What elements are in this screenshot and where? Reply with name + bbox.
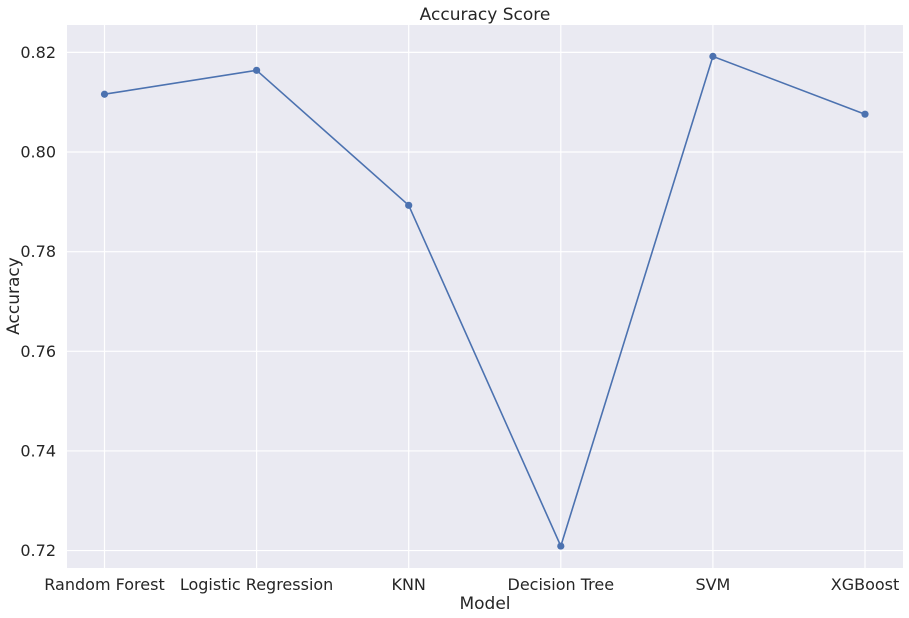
y-tick-label: 0.78: [20, 242, 56, 261]
data-point: [100, 90, 109, 98]
data-point: [557, 542, 565, 550]
y-axis-title: Accuracy: [4, 257, 24, 335]
data-point: [253, 66, 261, 74]
data-point: [709, 52, 717, 60]
y-tick-label: 0.82: [20, 43, 56, 62]
y-tick-label: 0.76: [20, 342, 56, 361]
data-point: [405, 201, 413, 209]
data-point: [861, 110, 869, 118]
x-tick-label: SVM: [695, 575, 730, 594]
x-tick-label: Logistic Regression: [180, 575, 333, 594]
x-tick-labels: Random Forest Logistic Regression KNN Decis…: [44, 575, 899, 594]
x-tick-label: Decision Tree: [508, 575, 615, 594]
y-tick-labels: 0.72 0.74 0.76 0.78 0.80 0.82: [20, 43, 56, 560]
x-axis-title: Model: [459, 594, 510, 614]
y-tick-label: 0.74: [20, 441, 56, 460]
y-tick-label: 0.80: [20, 143, 56, 162]
x-tick-label: Random Forest: [44, 575, 164, 594]
x-tick-label: KNN: [391, 575, 425, 594]
series-line-accuracy: [104, 55, 866, 549]
x-tick-label: XGBoost: [831, 575, 900, 594]
chart-title: Accuracy Score: [420, 5, 551, 25]
y-tick-label: 0.72: [20, 541, 56, 560]
data-markers: [100, 52, 869, 550]
plot-area: [67, 25, 903, 568]
